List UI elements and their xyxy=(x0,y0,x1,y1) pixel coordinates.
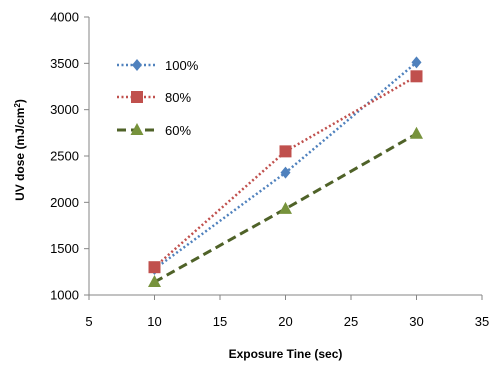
data-point xyxy=(279,145,292,158)
data-point xyxy=(280,166,291,179)
x-tick-label: 35 xyxy=(475,314,489,329)
x-axis-title: Exposure Tine (sec) xyxy=(229,347,343,361)
x-tick-label: 10 xyxy=(147,314,161,329)
y-tick-label: 3500 xyxy=(50,56,79,71)
data-point xyxy=(148,275,161,288)
legend-marker xyxy=(132,59,142,71)
x-tick-label: 20 xyxy=(278,314,292,329)
series-line xyxy=(153,132,418,284)
x-axis-ticks: 5 10 15 20 25 30 35 xyxy=(85,295,489,329)
series-line xyxy=(153,75,418,269)
y-axis-title-close: ) xyxy=(13,99,27,103)
data-point xyxy=(410,70,423,83)
series-line xyxy=(153,61,418,271)
plot-area: 1000 1500 2000 2500 3000 3500 4000 5 10 15 20 25 30… xyxy=(50,10,489,330)
y-axis-title-main: UV dose (mJ/cm xyxy=(13,108,27,201)
legend-marker xyxy=(130,123,144,135)
y-tick-label: 2000 xyxy=(50,195,79,210)
y-tick-label: 1000 xyxy=(50,288,79,303)
data-point xyxy=(411,56,422,69)
legend-label: 60% xyxy=(165,123,191,138)
x-tick-label: 25 xyxy=(344,314,358,329)
x-tick-label: 30 xyxy=(409,314,423,329)
legend-entry: 60% xyxy=(117,123,191,138)
legend-entry: 100% xyxy=(117,58,199,73)
data-point xyxy=(410,126,423,139)
series-80pct xyxy=(148,70,423,274)
x-tick-label: 15 xyxy=(213,314,227,329)
data-point xyxy=(148,261,161,274)
data-point xyxy=(279,201,292,214)
legend-marker xyxy=(131,91,143,103)
legend-label: 80% xyxy=(165,90,191,105)
y-tick-label: 1500 xyxy=(50,241,79,256)
y-tick-label: 4000 xyxy=(50,10,79,25)
series-layer xyxy=(148,56,423,288)
x-tick-label: 5 xyxy=(85,314,92,329)
y-tick-label: 3000 xyxy=(50,102,79,117)
legend-entry: 80% xyxy=(117,90,191,105)
y-axis-title: UV dose (mJ/cm2) xyxy=(13,99,27,201)
series-60pct xyxy=(148,126,423,288)
legend: 100% 80% 60% xyxy=(117,58,199,138)
legend-label: 100% xyxy=(165,58,199,73)
y-axis-ticks: 1000 1500 2000 2500 3000 3500 4000 xyxy=(50,10,89,303)
y-tick-label: 2500 xyxy=(50,149,79,164)
y-axis-title-superscript: 2 xyxy=(13,103,22,108)
